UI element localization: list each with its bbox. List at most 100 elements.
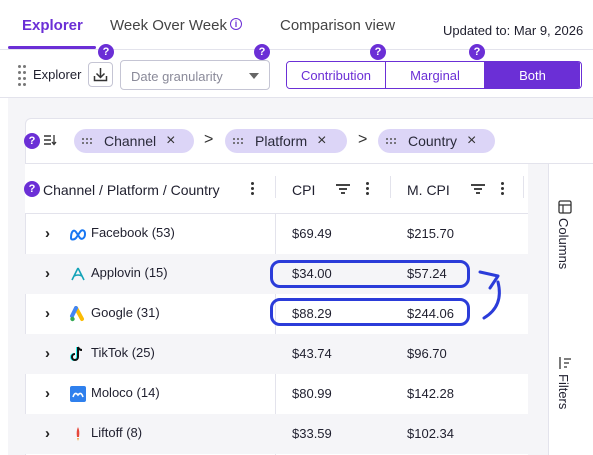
row-label: Facebook (91, 225, 149, 240)
cell-cpi: $69.49 (292, 226, 332, 241)
filter-icon[interactable] (336, 184, 350, 194)
marginal-button[interactable]: Marginal (386, 62, 485, 88)
row-label: Applovin (91, 265, 141, 280)
filter-icon[interactable] (471, 184, 485, 194)
date-granularity-select[interactable]: Date granularity (120, 60, 270, 90)
expand-chevron-icon[interactable]: › (45, 265, 50, 282)
help-icon[interactable]: ? (24, 181, 40, 197)
cell-mcpi: $96.70 (407, 346, 447, 361)
highlight-outline (270, 260, 470, 288)
row-label: TikTok (91, 345, 129, 360)
cell-cpi: $33.59 (292, 426, 332, 441)
meta-icon (69, 229, 87, 241)
table-row[interactable]: › TikTok (25) $43.74 $96.70 (25, 334, 528, 374)
group-chip-country[interactable]: Country × (378, 129, 495, 153)
toolbar-title: Explorer (33, 67, 82, 82)
header-dimension[interactable]: Channel / Platform / Country (43, 182, 220, 198)
row-label: Moloco (91, 385, 133, 400)
row-name: Moloco (14) (91, 385, 160, 400)
columns-icon[interactable] (558, 200, 572, 214)
cell-mcpi: $215.70 (407, 226, 454, 241)
active-tab-indicator (8, 46, 96, 49)
cell-mcpi: $244.06 (407, 306, 454, 321)
row-count: (14) (136, 385, 160, 400)
row-name: Liftoff (8) (91, 425, 142, 440)
both-button[interactable]: Both (485, 62, 580, 88)
header-mcpi[interactable]: M. CPI (407, 182, 450, 198)
table-row[interactable]: › Liftoff (8) $33.59 $102.34 (25, 414, 528, 454)
export-button[interactable] (88, 62, 113, 87)
table-row[interactable]: › Facebook (53) $69.49 $215.70 (25, 214, 528, 254)
tab-comparison-view[interactable]: Comparison view (280, 17, 396, 34)
cell-cpi: $88.29 (292, 306, 332, 321)
view-mode-toggle: Contribution Marginal Both (286, 61, 582, 89)
chip-label: Platform (255, 133, 308, 149)
drag-handle-icon[interactable] (18, 65, 26, 86)
column-divider (523, 176, 524, 198)
toolbar: Explorer Date granularity Contribution M… (0, 52, 593, 98)
chip-label: Channel (104, 133, 157, 149)
applovin-icon (71, 267, 85, 281)
column-divider (390, 176, 391, 198)
updated-timestamp: Updated to: Mar 9, 2026 (443, 23, 584, 38)
more-vert-icon[interactable] (366, 182, 370, 196)
row-name: Applovin (15) (91, 265, 168, 280)
columns-panel-toggle[interactable]: Columns (556, 218, 571, 270)
row-name: Google (31) (91, 305, 160, 320)
curved-arrow-icon (478, 270, 501, 320)
column-divider (275, 176, 276, 198)
cell-mcpi: $142.28 (407, 386, 454, 401)
date-granularity-placeholder: Date granularity (131, 69, 223, 84)
close-icon[interactable]: × (317, 132, 327, 149)
row-name: TikTok (25) (91, 345, 155, 360)
chevron-right-icon: > (358, 131, 368, 148)
group-chip-channel[interactable]: Channel × (74, 129, 194, 153)
drag-dots-icon (82, 138, 92, 144)
help-icon[interactable]: ? (98, 44, 114, 60)
close-icon[interactable]: × (467, 132, 477, 149)
help-icon[interactable]: ? (370, 44, 386, 60)
row-count: (31) (136, 305, 160, 320)
liftoff-icon (76, 427, 80, 441)
row-count: (8) (126, 425, 143, 440)
row-count: (53) (151, 225, 175, 240)
info-icon[interactable]: i (229, 18, 242, 30)
table-header (25, 164, 528, 214)
filters-panel-toggle[interactable]: Filters (556, 374, 571, 410)
moloco-icon (70, 386, 86, 402)
group-chip-platform[interactable]: Platform × (225, 129, 347, 153)
row-label: Google (91, 305, 133, 320)
help-icon[interactable]: ? (24, 133, 40, 149)
chevron-down-icon (249, 73, 259, 79)
tab-explorer[interactable]: Explorer (22, 17, 83, 34)
row-label: Liftoff (91, 425, 123, 440)
more-vert-icon[interactable] (251, 182, 255, 196)
expand-chevron-icon[interactable]: › (45, 225, 50, 242)
filters-icon[interactable] (558, 356, 572, 370)
help-icon[interactable]: ? (254, 44, 270, 60)
tab-week-over-week[interactable]: Week Over Week i (110, 17, 242, 34)
more-vert-icon[interactable] (501, 182, 505, 196)
contribution-button[interactable]: Contribution (287, 62, 386, 88)
expand-chevron-icon[interactable]: › (45, 305, 50, 322)
group-sort-icon[interactable] (43, 134, 57, 146)
expand-chevron-icon[interactable]: › (45, 345, 50, 362)
row-name: Facebook (53) (91, 225, 175, 240)
expand-chevron-icon[interactable]: › (45, 425, 50, 442)
row-count: (15) (144, 265, 168, 280)
help-icon[interactable]: ? (469, 44, 485, 60)
header-cpi[interactable]: CPI (292, 182, 316, 198)
drag-dots-icon (386, 138, 396, 144)
table-row[interactable]: › Google (31) $88.29 $244.06 (25, 294, 528, 334)
chip-label: Country (408, 133, 458, 149)
highlight-outline (270, 298, 470, 326)
close-icon[interactable]: × (166, 132, 176, 149)
cell-mcpi: $57.24 (407, 266, 447, 281)
expand-chevron-icon[interactable]: › (45, 385, 50, 402)
tab-bar: Explorer Week Over Week i Comparison view… (0, 0, 593, 50)
table-row[interactable]: › Moloco (14) $80.99 $142.28 (25, 374, 528, 414)
tab-week-over-week-label: Week Over Week (110, 17, 227, 34)
google-ads-icon (70, 306, 84, 322)
tiktok-icon (70, 346, 83, 361)
cell-cpi: $34.00 (292, 266, 332, 281)
